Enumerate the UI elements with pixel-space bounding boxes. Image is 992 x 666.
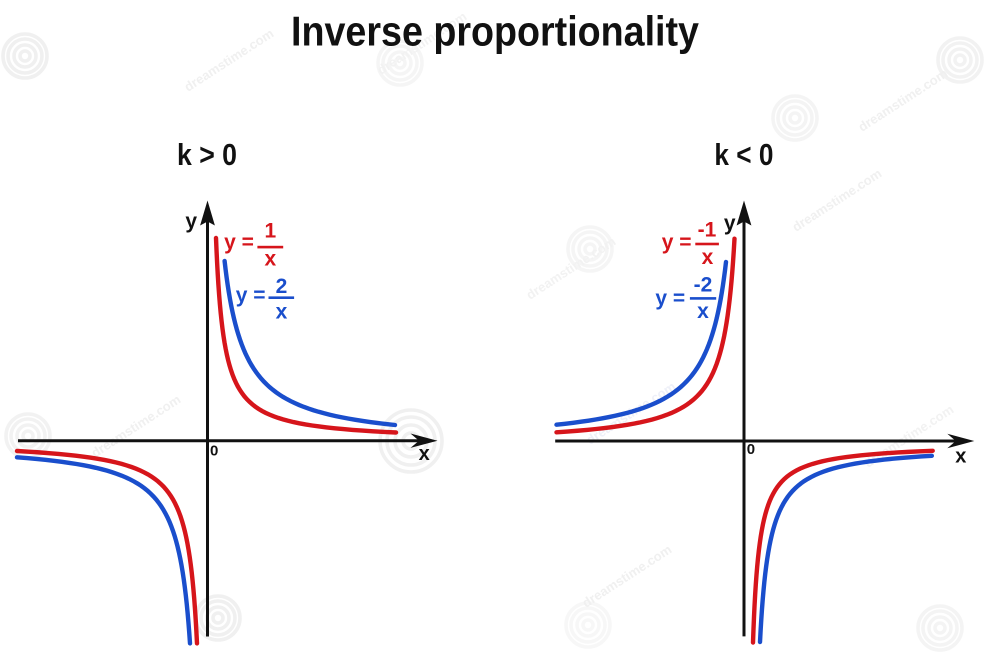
svg-text:y =: y = <box>655 287 685 310</box>
svg-text:0: 0 <box>210 443 218 460</box>
svg-text:x: x <box>955 445 966 467</box>
svg-text:y =: y = <box>662 231 692 254</box>
svg-text:y =: y = <box>236 284 266 307</box>
svg-text:y: y <box>185 210 197 233</box>
svg-text:x: x <box>702 246 714 269</box>
svg-text:Inverse proportionality: Inverse proportionality <box>291 7 700 54</box>
svg-text:x: x <box>264 248 276 271</box>
svg-text:y: y <box>724 212 736 235</box>
svg-text:1: 1 <box>264 220 276 243</box>
svg-text:-1: -1 <box>698 218 717 241</box>
svg-text:k > 0: k > 0 <box>177 137 237 172</box>
svg-text:-2: -2 <box>694 274 713 297</box>
svg-text:y =: y = <box>224 231 254 254</box>
svg-text:x: x <box>276 301 288 324</box>
svg-text:k < 0: k < 0 <box>714 137 773 172</box>
svg-text:x: x <box>419 443 430 465</box>
svg-text:2: 2 <box>276 275 288 298</box>
svg-text:x: x <box>697 300 709 323</box>
svg-text:0: 0 <box>747 441 755 458</box>
